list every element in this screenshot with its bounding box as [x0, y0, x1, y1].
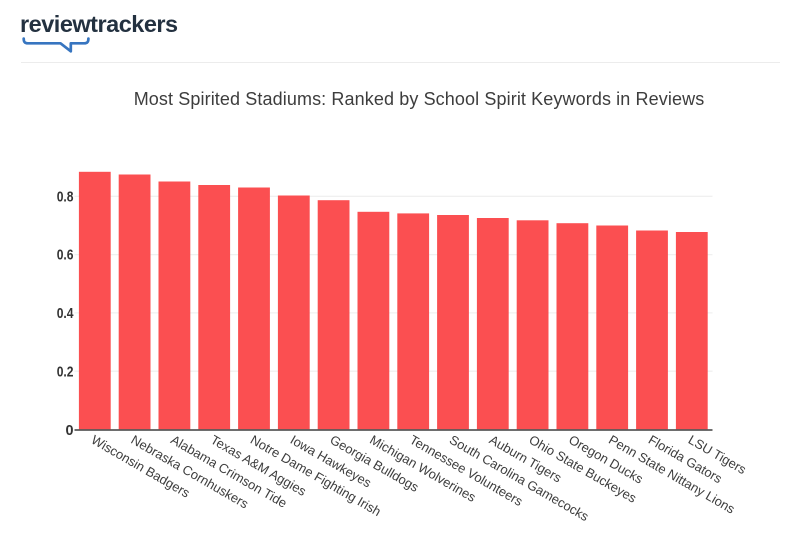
- svg-text:0.8: 0.8: [57, 188, 74, 205]
- svg-text:0: 0: [66, 422, 74, 439]
- svg-text:0.4: 0.4: [57, 305, 74, 322]
- svg-text:0.2: 0.2: [57, 363, 74, 380]
- svg-text:0.6: 0.6: [57, 247, 74, 264]
